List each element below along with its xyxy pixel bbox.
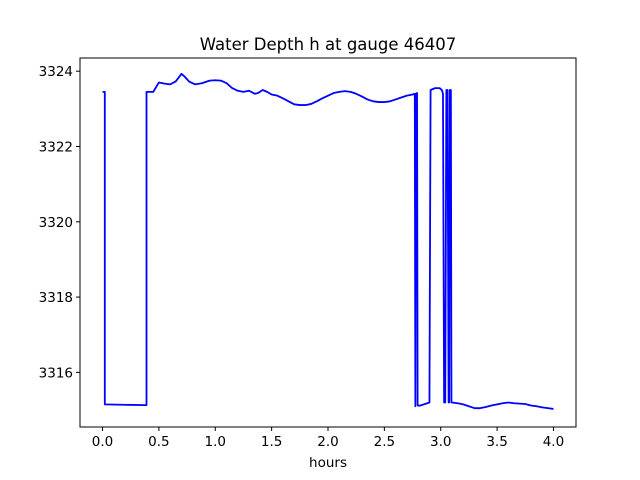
x-tick-label: 3.5 xyxy=(486,434,507,450)
y-tick-label: 3324 xyxy=(39,64,73,80)
y-tick-label: 3318 xyxy=(39,290,73,306)
x-tick-label: 3.0 xyxy=(430,434,451,450)
x-tick-label: 0.0 xyxy=(92,434,113,450)
x-tick-label: 2.5 xyxy=(374,434,395,450)
y-axis: 3316 3318 3320 3322 3324 xyxy=(39,64,80,381)
y-tick-label: 3322 xyxy=(39,139,73,155)
x-axis: 0.0 0.5 1.0 1.5 2.0 2.5 3.0 3.5 4.0 xyxy=(92,427,564,450)
x-tick-label: 1.5 xyxy=(261,434,282,450)
chart-title: Water Depth h at gauge 46407 xyxy=(200,35,456,54)
x-tick-label: 1.0 xyxy=(205,434,226,450)
x-axis-label: hours xyxy=(309,455,347,471)
x-tick-label: 0.5 xyxy=(148,434,169,450)
plot-frame xyxy=(79,57,577,428)
x-tick-label: 4.0 xyxy=(543,434,564,450)
series-line-0 xyxy=(102,72,554,410)
x-tick-label: 2.0 xyxy=(317,434,338,450)
y-tick-label: 3320 xyxy=(39,215,73,231)
plot-area xyxy=(102,72,554,410)
y-tick-label: 3316 xyxy=(39,365,73,381)
